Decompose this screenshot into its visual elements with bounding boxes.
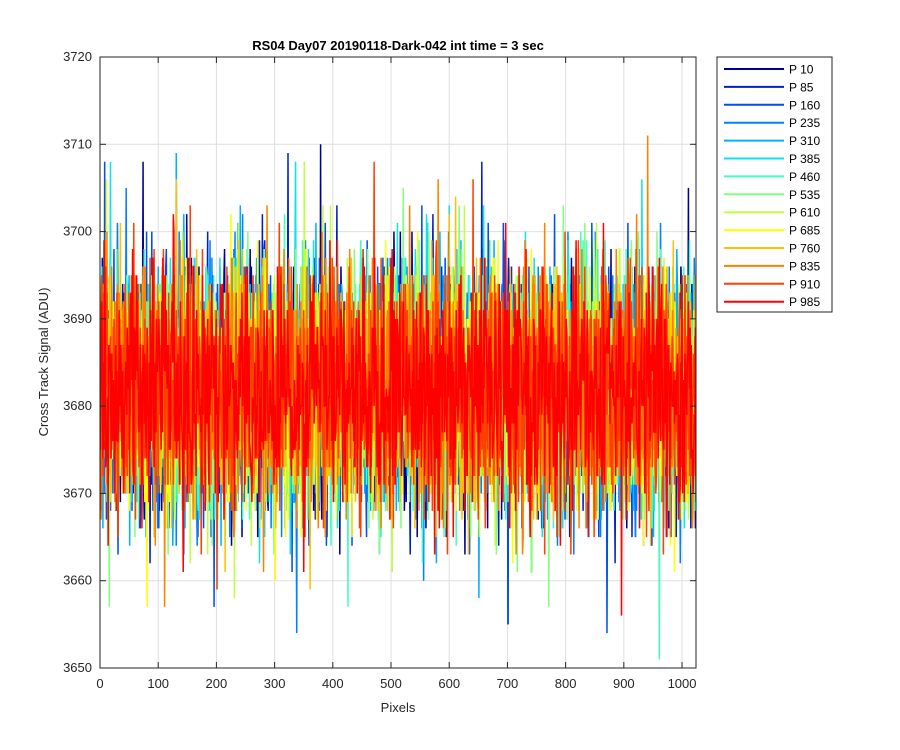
x-tick-label: 900 bbox=[613, 676, 635, 691]
legend-label: P 310 bbox=[789, 134, 820, 148]
y-tick-label: 3700 bbox=[63, 224, 92, 239]
y-tick-label: 3650 bbox=[63, 660, 92, 675]
x-tick-label: 100 bbox=[147, 676, 169, 691]
legend-label: P 685 bbox=[789, 224, 820, 238]
legend-label: P 160 bbox=[789, 98, 820, 112]
y-axis-label: Cross Track Signal (ADU) bbox=[36, 288, 51, 437]
legend-label: P 760 bbox=[789, 242, 820, 256]
plot-frame bbox=[99, 56, 697, 669]
legend-box bbox=[716, 56, 833, 313]
legend-label: P 835 bbox=[789, 259, 820, 273]
x-tick-label: 600 bbox=[438, 676, 460, 691]
y-axis: 3650 3660 3670 3680 3690 3700 3710 3720 bbox=[63, 49, 696, 675]
y-tick-label: 3670 bbox=[63, 485, 92, 500]
x-tick-label: 300 bbox=[264, 676, 286, 691]
y-tick-label: 3690 bbox=[63, 311, 92, 326]
x-tick-label: 400 bbox=[322, 676, 344, 691]
legend-label: P 460 bbox=[789, 170, 820, 184]
legend-label: P 10 bbox=[789, 63, 814, 77]
x-axis-label: Pixels bbox=[381, 700, 416, 715]
x-tick-label: 500 bbox=[380, 676, 402, 691]
x-tick-label: 700 bbox=[497, 676, 519, 691]
chart-title: RS04 Day07 20190118-Dark-042 int time = … bbox=[252, 38, 544, 53]
legend: P 10 P 85 P 160 P 235 P 310 P 385 P 460 P 535 P … bbox=[716, 56, 833, 313]
y-tick-label: 3720 bbox=[63, 49, 92, 64]
series-layer bbox=[100, 135, 696, 660]
legend-label: P 910 bbox=[789, 277, 820, 291]
legend-label: P 610 bbox=[789, 206, 820, 220]
y-tick-label: 3660 bbox=[63, 573, 92, 588]
series-line bbox=[100, 214, 696, 616]
x-tick-label: 200 bbox=[206, 676, 228, 691]
x-tick-label: 1000 bbox=[668, 676, 697, 691]
x-axis: 0 100 200 300 400 500 600 700 800 900 1000 bbox=[96, 57, 696, 691]
legend-label: P 235 bbox=[789, 116, 820, 130]
legend-label: P 85 bbox=[789, 80, 814, 94]
x-tick-label: 800 bbox=[555, 676, 577, 691]
x-tick-label: 0 bbox=[96, 676, 103, 691]
y-tick-label: 3680 bbox=[63, 398, 92, 413]
legend-label: P 985 bbox=[789, 295, 820, 309]
legend-label: P 385 bbox=[789, 152, 820, 166]
y-tick-label: 3710 bbox=[63, 136, 92, 151]
legend-label: P 535 bbox=[789, 188, 820, 202]
